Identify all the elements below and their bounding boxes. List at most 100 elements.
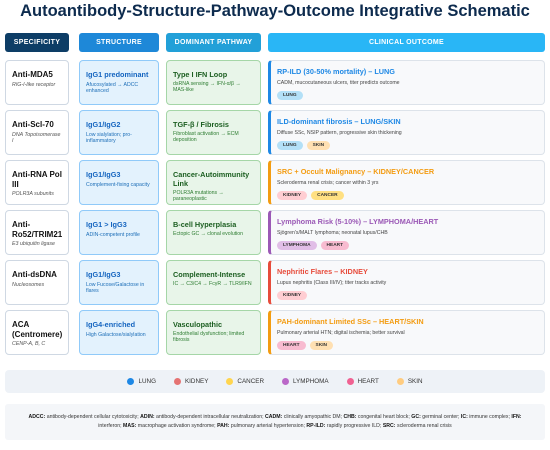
abbreviation-definition: congenital heart block;: [357, 414, 410, 420]
structure-cell: IgG1/IgG2 Low sialylation; pro-inflammato…: [79, 110, 159, 155]
organ-tag: SKIN: [309, 341, 333, 350]
outcome-detail: Sjögren's/MALT lymphoma; neonatal lupus/…: [277, 230, 388, 236]
pathway-detail: POLR3A mutations → paraneoplastic: [173, 190, 224, 203]
column-header: CLINICAL OUTCOME: [268, 33, 545, 52]
specificity-name: Anti-MDA5: [12, 70, 53, 79]
abbreviation-definition: interferon;: [98, 423, 122, 429]
legend-item: KIDNEY: [173, 378, 209, 385]
legend-dot: [346, 378, 354, 385]
organ-tag: HEART: [320, 241, 350, 250]
organ-tag: CANCER: [311, 191, 344, 200]
structure-cell: IgG1/IgG3 Complement-fixing capacity: [79, 160, 159, 205]
abbreviation-definition: clinically amyopathic DM;: [283, 414, 343, 420]
specificity-name: ACA (Centromere): [12, 320, 63, 339]
legend-label: LYMPHOMA: [293, 378, 329, 385]
abbreviation-term: ADIN:: [140, 414, 155, 420]
specificity-target: Nucleosomes: [12, 281, 45, 288]
specificity-cell: Anti-MDA5 RIG-I-like receptor: [5, 60, 69, 105]
organ-tag: LUNG: [277, 91, 303, 100]
outcome-detail: Lupus nephritis (Class III/IV); titer tr…: [277, 280, 387, 286]
legend-item: CANCER: [226, 378, 264, 385]
legend-label: SKIN: [407, 378, 423, 385]
pathway-detail: Fibroblast activation → ECM deposition: [173, 131, 239, 144]
structure-cell: IgG1 > IgG3 ADIN-competent profile: [79, 210, 159, 255]
tag-row: HEART SKIN: [277, 341, 539, 350]
structure-detail: High Galactose/sialylation: [86, 332, 146, 338]
column-header: STRUCTURE: [79, 33, 159, 52]
tag-row: LYMPHOMA HEART: [277, 241, 539, 250]
structure-detail: Low Fucose/Galactose in flares: [86, 282, 145, 295]
legend-dot: [173, 378, 181, 385]
tag-row: LUNG SKIN: [277, 141, 539, 150]
structure-name: IgG1/IgG3: [86, 270, 121, 279]
structure-cell: IgG1/IgG3 Low Fucose/Galactose in flares: [79, 260, 159, 305]
structure-name: IgG1/IgG2: [86, 120, 121, 129]
structure-detail: Complement-fixing capacity: [86, 182, 150, 188]
pathway-cell: TGF-β / Fibrosis Fibroblast activation → …: [166, 110, 261, 155]
legend-item: LYMPHOMA: [282, 378, 329, 385]
abbreviation-definition: macrophage activation syndrome;: [137, 423, 216, 429]
pathway-detail: Ectopic GC → clonal evolution: [173, 231, 244, 237]
legend-item: HEART: [346, 378, 379, 385]
pathway-name: Vasculopathic: [173, 320, 223, 329]
outcome-name: PAH-dominant Limited SSc – HEART/SKIN: [277, 317, 424, 326]
outcome-name: RP-ILD (30-50% mortality) – LUNG: [277, 67, 395, 76]
outcome-name: SRC + Occult Malignancy – KIDNEY/CANCER: [277, 167, 435, 176]
pathway-name: Type I IFN Loop: [173, 70, 228, 79]
abbreviation-definition: antibody-dependent intracellular neutral…: [156, 414, 264, 420]
specificity-cell: Anti-RNA Pol III POLR3A subunits: [5, 160, 69, 205]
specificity-target: RIG-I-like receptor: [12, 81, 56, 88]
abbreviation-term: IFN:: [511, 414, 522, 420]
abbreviation-definition: rapidly progressive ILD;: [326, 423, 382, 429]
column-header: SPECIFICITY: [5, 33, 69, 52]
specificity-name: Anti-Ro52/TRIM21: [12, 220, 63, 239]
specificity-name: Anti-RNA Pol III: [12, 170, 62, 189]
outcome-name: Lymphoma Risk (5-10%) – LYMPHOMA/HEART: [277, 217, 439, 226]
outcome-cell: PAH-dominant Limited SSc – HEART/SKIN Pul…: [268, 310, 545, 355]
pathway-cell: Cancer-Autoimmunity Link POLR3A mutations…: [166, 160, 261, 205]
legend-label: KIDNEY: [184, 378, 209, 385]
outcome-cell: Lymphoma Risk (5-10%) – LYMPHOMA/HEART Sj…: [268, 210, 545, 255]
legend-label: LUNG: [138, 378, 156, 385]
legend-label: CANCER: [237, 378, 265, 385]
organ-tag: HEART: [277, 341, 306, 350]
pathway-cell: Complement-Intense IC → C3/C4 → FcγR → TL…: [166, 260, 261, 305]
legend-dot: [226, 378, 234, 385]
outcome-detail: Scleroderma renal crisis; cancer within …: [277, 180, 379, 186]
title: Autoantibody-Structure-Pathway-Outcome I…: [20, 2, 530, 20]
abbreviations: ADCC: antibody-dependent cellular cytoto…: [5, 404, 545, 440]
abbreviation-definition: scleroderma renal crisis: [396, 423, 452, 429]
pathway-cell: Vasculopathic Endothelial dysfunction; li…: [166, 310, 261, 355]
tag-row: KIDNEY: [277, 291, 539, 300]
structure-cell: IgG1 predominant Afucosylated → ADCC enha…: [79, 60, 159, 105]
legend-dot: [396, 378, 404, 385]
pathway-cell: B-cell Hyperplasia Ectopic GC → clonal ev…: [166, 210, 261, 255]
tag-row: LUNG: [277, 91, 539, 100]
abbreviation-term: CHB:: [343, 414, 357, 420]
pathway-detail: dsRNA sensing → IFN-α/β → MAS-like: [173, 81, 241, 94]
outcome-cell: SRC + Occult Malignancy – KIDNEY/CANCER S…: [268, 160, 545, 205]
structure-name: IgG1 predominant: [86, 70, 149, 79]
structure-name: IgG1/IgG3: [86, 170, 121, 179]
organ-tag: LUNG: [277, 141, 303, 150]
abbreviation-term: IC:: [460, 414, 468, 420]
structure-name: IgG4-enriched: [86, 320, 136, 329]
pathway-name: TGF-β / Fibrosis: [173, 120, 229, 129]
organ-tag: KIDNEY: [277, 291, 308, 300]
legend-dot: [127, 378, 135, 385]
outcome-detail: CADM, mucocutaneous ulcers, titer predic…: [277, 80, 400, 86]
organ-tag: SKIN: [306, 141, 331, 150]
pathway-detail: IC → C3/C4 → FcγR → TLR9/IFN: [173, 281, 252, 287]
outcome-detail: Diffuse SSc, NSIP pattern, progressive s…: [277, 130, 402, 136]
abbreviation-definition: pulmonary arterial hypertension;: [230, 423, 305, 429]
structure-detail: Afucosylated → ADCC enhanced: [86, 82, 139, 95]
abbreviation-term: SRC:: [382, 423, 396, 429]
outcome-cell: Nephritic Flares – KIDNEY Lupus nephritis…: [268, 260, 545, 305]
abbreviation-term: MAS:: [123, 423, 137, 429]
abbreviation-term: GC:: [411, 414, 421, 420]
structure-detail: Low sialylation; pro-inflammatory: [86, 132, 132, 145]
abbreviation-definition: germinal center;: [422, 414, 460, 420]
abbreviation-term: CADM:: [265, 414, 283, 420]
legend-item: SKIN: [396, 378, 423, 385]
